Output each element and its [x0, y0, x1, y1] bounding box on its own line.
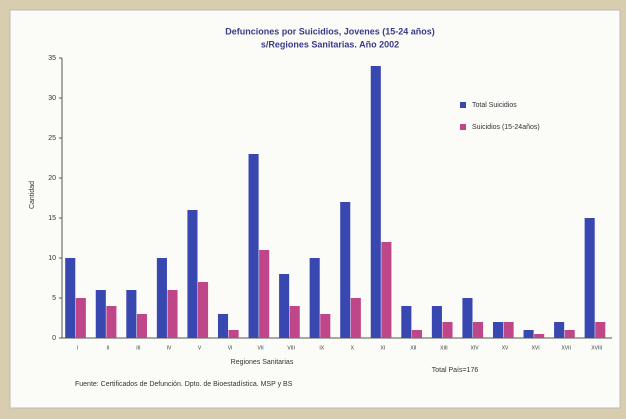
x-tick-label: II: [106, 345, 109, 351]
bar: [492, 322, 504, 338]
x-tick-label: VII: [258, 345, 264, 351]
bar: [198, 282, 209, 338]
x-tick-label: XI: [380, 345, 385, 351]
bar: [279, 274, 290, 338]
x-axis-label: Regiones Sanitarias: [231, 359, 294, 366]
annotation: Total País=176: [432, 367, 479, 374]
x-tick-label: X: [351, 345, 355, 351]
y-tick-label: 0: [52, 335, 56, 342]
bar: [381, 242, 392, 338]
bar: [431, 306, 442, 338]
bar: [350, 298, 361, 338]
bar: [65, 258, 76, 338]
bar: [156, 258, 167, 338]
chart-title: Defunciones por Suicidios, Jovenes (15-2…: [225, 26, 435, 36]
bar: [523, 330, 534, 338]
bar: [187, 210, 198, 338]
bar: [320, 314, 331, 338]
legend-label: Total Suicidios: [472, 102, 517, 109]
y-tick-label: 30: [48, 95, 56, 102]
bar: [564, 330, 575, 338]
bar: [340, 202, 351, 338]
y-tick-label: 25: [48, 135, 56, 142]
bar: [595, 322, 606, 338]
x-tick-label: V: [198, 345, 202, 351]
x-tick-label: IV: [167, 345, 172, 351]
x-tick-label: XVII: [561, 345, 570, 351]
bar: [503, 322, 514, 338]
bar: [370, 66, 381, 338]
chart-title: s/Regiones Sanitarias. Año 2002: [261, 39, 399, 49]
x-tick-label: VIII: [287, 345, 295, 351]
bar: [217, 314, 229, 338]
bar: [554, 322, 565, 338]
bar: [473, 322, 484, 338]
x-tick-label: XVIII: [591, 345, 602, 351]
x-tick-label: IX: [319, 345, 324, 351]
x-tick-label: XIV: [470, 345, 479, 351]
bar: [259, 250, 270, 338]
bar: [136, 314, 147, 338]
bar: [584, 218, 595, 338]
bar: [75, 298, 86, 338]
source: Fuente: Certificados de Defunción. Dpto.…: [75, 381, 293, 388]
bar: [462, 298, 473, 338]
y-axis-label: Cantidad: [29, 181, 36, 209]
panel: [9, 9, 621, 409]
y-tick-label: 20: [48, 175, 56, 182]
bar: [167, 290, 178, 338]
y-tick-label: 5: [52, 295, 56, 302]
bar: [309, 258, 320, 338]
x-tick-label: XII: [410, 345, 416, 351]
x-tick-label: XVI: [532, 345, 540, 351]
bar: [228, 330, 239, 338]
legend-swatch: [460, 102, 466, 108]
bar: [534, 334, 545, 338]
bar: [248, 154, 259, 338]
bar: [95, 290, 106, 338]
x-tick-label: VI: [228, 345, 233, 351]
bar: [401, 306, 412, 338]
y-tick-label: 35: [48, 55, 56, 62]
x-tick-label: I: [77, 345, 78, 351]
bar: [289, 306, 300, 338]
bar: [106, 306, 117, 338]
bar: [126, 290, 137, 338]
x-tick-label: XIII: [440, 345, 448, 351]
bar: [411, 330, 422, 338]
x-tick-label: III: [136, 345, 140, 351]
legend-swatch: [460, 124, 466, 130]
y-tick-label: 10: [48, 255, 56, 262]
x-tick-label: XV: [502, 345, 509, 351]
y-tick-label: 15: [48, 215, 56, 222]
legend-label: Suicidios (15-24años): [472, 124, 540, 131]
bar: [442, 322, 453, 338]
